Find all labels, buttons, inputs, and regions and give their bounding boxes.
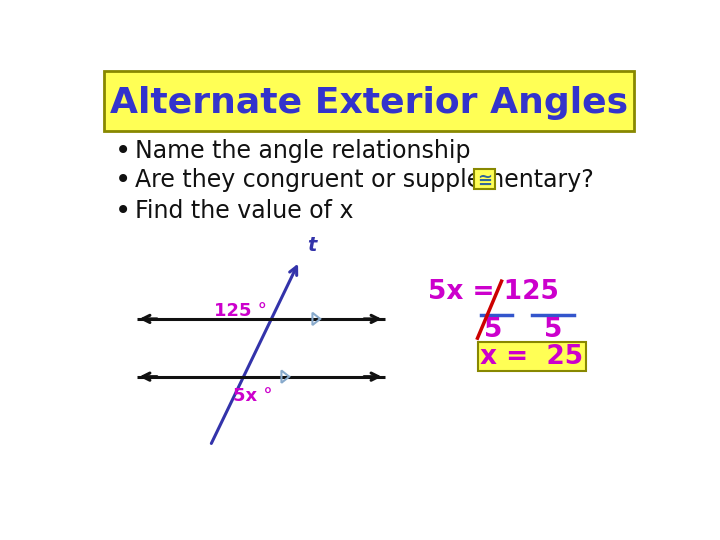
Text: Are they congruent or supplementary?: Are they congruent or supplementary? <box>135 168 594 192</box>
Bar <box>477 342 586 372</box>
Text: 5: 5 <box>544 318 562 343</box>
Bar <box>474 168 495 189</box>
Text: •: • <box>114 197 130 225</box>
Text: 125 °: 125 ° <box>214 302 267 320</box>
Text: 5x = 125: 5x = 125 <box>428 279 559 305</box>
Text: t: t <box>307 236 316 255</box>
Text: Alternate Exterior Angles: Alternate Exterior Angles <box>110 86 628 120</box>
Text: •: • <box>114 137 130 165</box>
Text: 5x °: 5x ° <box>233 387 273 405</box>
Bar <box>104 71 634 131</box>
Text: •: • <box>114 166 130 194</box>
Text: Find the value of x: Find the value of x <box>135 199 354 223</box>
Text: Name the angle relationship: Name the angle relationship <box>135 139 470 163</box>
Text: ≅: ≅ <box>477 172 492 190</box>
Text: x =  25: x = 25 <box>480 345 583 370</box>
Text: 5: 5 <box>484 318 502 343</box>
